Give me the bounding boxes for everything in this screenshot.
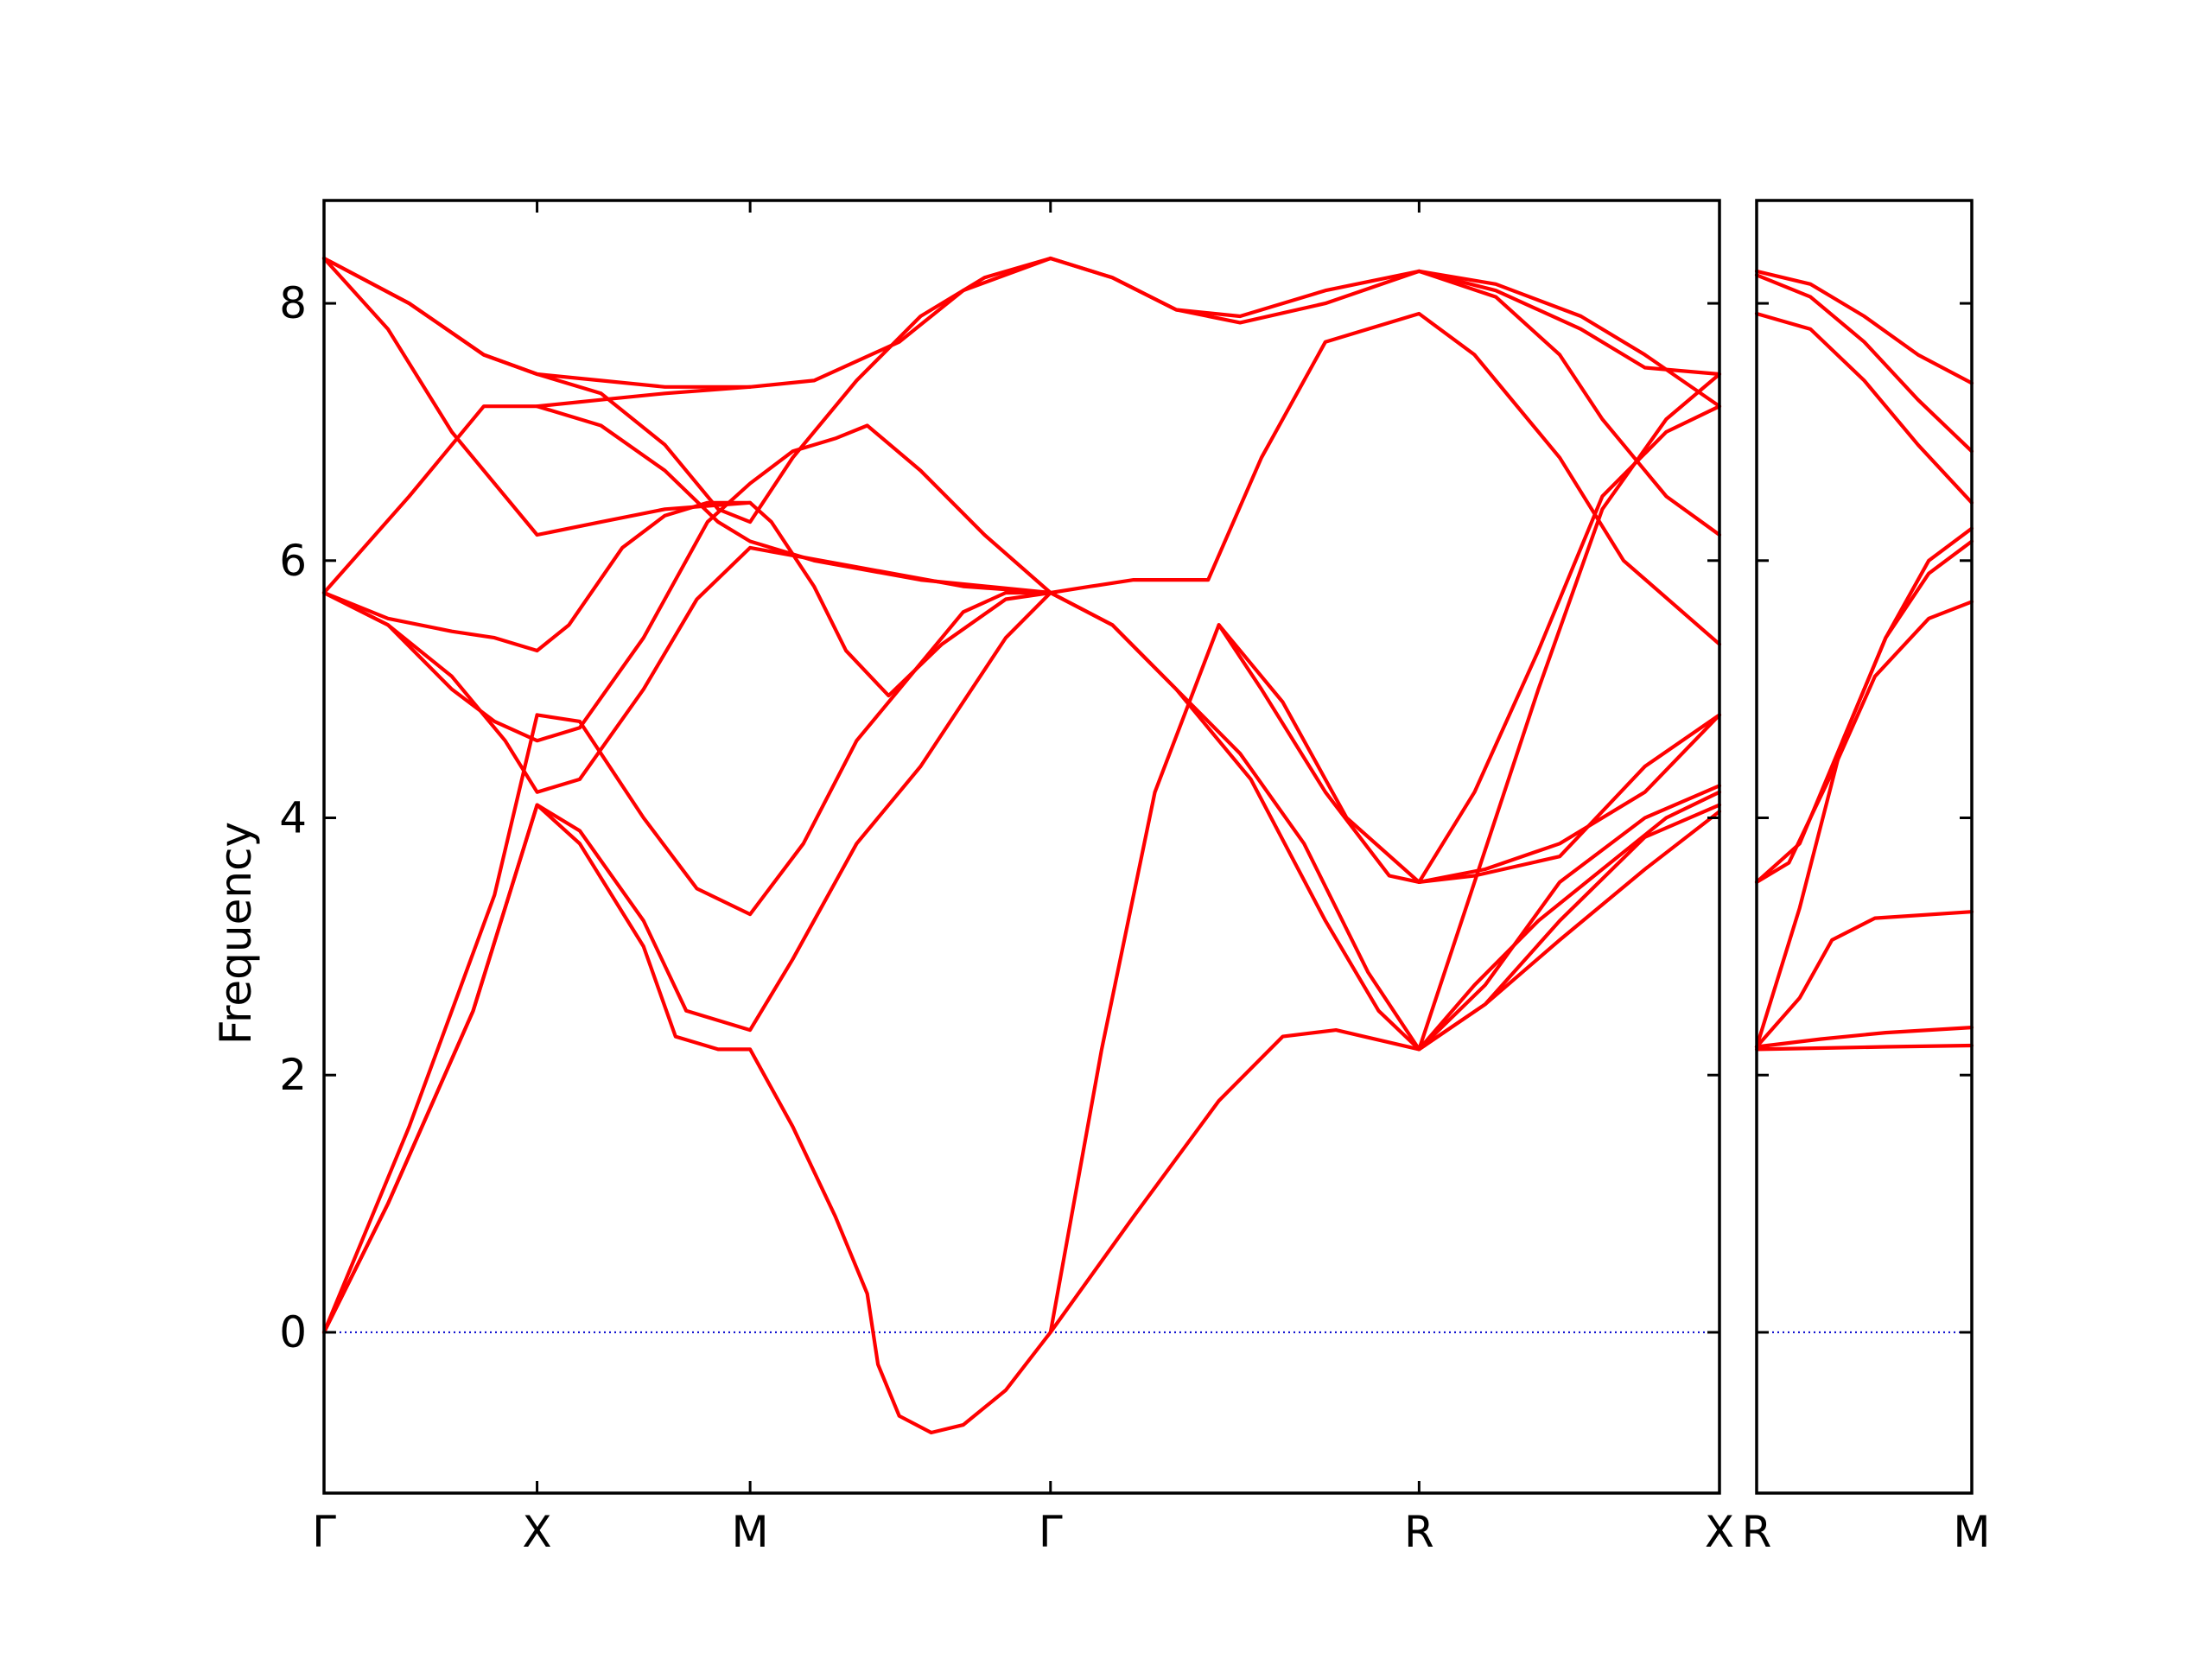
phonon-band-0-0	[321, 803, 1722, 1435]
main-panel: 0 2 4 6 8 Γ X M Γ R X	[279, 199, 1734, 1557]
phonon-band-0-13	[1048, 623, 1722, 1334]
phonon-band-1-5	[1754, 526, 1974, 884]
x-tick-label: X	[1705, 1507, 1734, 1557]
phonon-band-1-4	[1754, 600, 1974, 884]
phonon-band-0-12	[1048, 256, 1722, 537]
phonon-band-1-1	[1754, 1026, 1974, 1049]
phonon-band-0-17	[1417, 713, 1722, 884]
x-tick-label: R	[1404, 1507, 1434, 1557]
plot-frame	[1755, 199, 1974, 1495]
phonon-band-0-2	[321, 590, 1052, 1334]
phonon-band-1-3	[1754, 539, 1974, 1049]
y-tick-label: 6	[279, 536, 307, 586]
x-tick-label: M	[732, 1507, 769, 1557]
phonon-band-0-15	[1048, 590, 1722, 1052]
phonon-band-0-20	[1417, 269, 1722, 409]
y-tick-label: 0	[279, 1307, 307, 1357]
y-tick-label: 4	[279, 793, 307, 843]
x-tick-label: Γ	[1039, 1507, 1063, 1557]
phonon-band-0-7	[321, 256, 753, 537]
x-tick-label: M	[1953, 1507, 1990, 1557]
phonon-band-1-6	[1754, 311, 1974, 505]
x-tick-label: X	[522, 1507, 551, 1557]
phonon-band-0-10	[535, 385, 753, 409]
y-tick-label: 8	[279, 278, 307, 328]
plot-frame	[322, 199, 1721, 1495]
phonon-band-0-3	[321, 500, 1052, 698]
y-tick-label: 2	[279, 1050, 307, 1100]
phonon-band-1-2	[1754, 910, 1974, 1049]
phonon-band-0-5	[321, 423, 1052, 743]
phonon-band-0-19	[1417, 784, 1722, 1052]
phonon-band-0-6	[321, 404, 1052, 595]
phonon-band-0-16	[1217, 404, 1722, 884]
phonon-band-1-7	[1754, 273, 1974, 454]
phonon-band-0-11	[1048, 256, 1722, 377]
phonon-band-0-14	[1048, 372, 1722, 1052]
phonon-band-0-18	[1417, 803, 1722, 1052]
phonon-band-0-8	[321, 256, 1052, 389]
y-axis-label: Frequency	[211, 822, 261, 1045]
phonon-band-0-1	[321, 311, 1722, 1334]
x-tick-label: Γ	[312, 1507, 336, 1557]
phonon-band-0-9	[321, 256, 1052, 524]
phonon-band-1-0	[1754, 1043, 1974, 1052]
x-tick-label: R	[1742, 1507, 1772, 1557]
phonon-band-1-8	[1754, 269, 1974, 385]
